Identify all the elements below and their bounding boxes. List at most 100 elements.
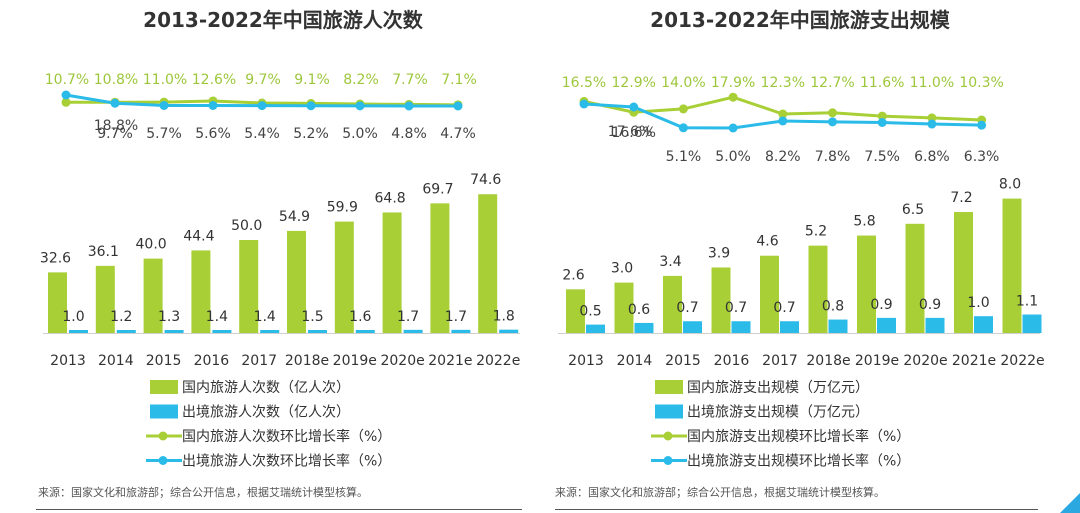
chart-2-outbound-bar <box>780 321 799 333</box>
chart-2-x-tick-label: 2013 <box>568 353 604 369</box>
chart-1-x-tick-label: 2019e <box>333 353 377 369</box>
chart-1-outbound-growth-label: 4.7% <box>440 126 476 142</box>
chart-2-domestic-bar <box>760 255 779 333</box>
chart-1-x-tick-label: 2017 <box>241 353 277 369</box>
chart-1-legend-domestic-growth-text: 国内旅游人次数环比增长率（%） <box>182 428 391 445</box>
chart-1-outbound-growth-label: 9.7% <box>97 126 133 142</box>
chart-2-outbound-value-label: 0.7 <box>773 300 795 316</box>
chart-2-outbound-growth-label: 8.2% <box>765 149 801 165</box>
chart-1-title: 2013-2022年中国旅游人次数 <box>143 8 424 32</box>
chart-1-outbound-bar <box>308 330 327 333</box>
chart-2-outbound-value-label: 0.9 <box>919 297 941 313</box>
chart-2-legend-outbound-bar-text: 出境旅游支出规模（万亿元） <box>687 405 869 421</box>
chart-1-domestic-growth-label: 8.2% <box>343 72 379 88</box>
chart-2-x-tick-label: 2021e <box>952 353 996 369</box>
chart-1-outbound-growth-point <box>453 101 463 111</box>
chart-2-domestic-value-label: 6.5 <box>902 202 924 218</box>
chart-2-domestic-growth-point <box>728 92 738 102</box>
chart-1-domestic-value-label: 59.9 <box>327 200 358 216</box>
chart-2-domestic-bar <box>905 223 925 333</box>
chart-2-x-tick-label: 2014 <box>617 353 653 369</box>
chart-2-x-tick-label: 2017 <box>762 353 798 369</box>
chart-1-outbound-bar <box>164 330 184 333</box>
chart-2-domestic-value-label: 5.2 <box>805 224 827 240</box>
chart-2-domestic-growth-label: 11.6% <box>860 75 904 91</box>
chart-1-x-tick-label: 2015 <box>146 353 182 369</box>
chart-1-domestic-bar <box>239 240 259 333</box>
chart-1-domestic-bar <box>430 203 450 333</box>
chart-2-outbound-value-label: 0.9 <box>870 297 892 313</box>
chart-1-outbound-growth-label: 4.8% <box>391 126 427 142</box>
chart-1-domestic-value-label: 64.8 <box>375 190 406 206</box>
chart-2-outbound-value-label: 0.8 <box>822 299 844 315</box>
chart-2-domestic-growth-point <box>778 109 788 119</box>
chart-2-domestic-bar <box>857 235 876 333</box>
chart-1-outbound-value-label: 1.3 <box>158 309 180 325</box>
chart-1-legend-domestic-bar-text: 国内旅游人次数（亿人次） <box>182 380 350 396</box>
chart-1-domestic-value-label: 40.0 <box>136 237 167 253</box>
chart-2-outbound-bar <box>828 319 848 333</box>
chart-2-domestic-value-label: 5.8 <box>853 214 875 230</box>
chart-1-x-tick-label: 2020e <box>380 353 424 369</box>
chart-2-domestic-value-label: 3.9 <box>708 245 730 261</box>
chart-1-legend-outbound-bar-text: 出境旅游人次数（亿人次） <box>182 405 350 421</box>
chart-1-outbound-value-label: 1.4 <box>206 309 228 325</box>
chart-2-outbound-bar <box>974 316 993 333</box>
chart-1-x-tick-label: 2022e <box>476 353 520 369</box>
chart-2-outbound-growth-label: 17.6% <box>608 124 652 140</box>
chart-2-domestic-growth-label: 12.7% <box>810 75 854 91</box>
chart-2-outbound-growth-point <box>579 99 589 109</box>
chart-2-outbound-growth-point <box>778 116 788 126</box>
chart-1-x-tick-label: 2013 <box>50 353 86 369</box>
chart-2-x-tick-label: 2019e <box>855 353 899 369</box>
chart-2-legend-outbound-growth-swatch-marker <box>663 456 673 465</box>
chart-2-domestic-value-label: 2.6 <box>562 267 584 283</box>
chart-1-outbound-bar <box>403 329 423 333</box>
chart-1-source-note: 来源：国家文化和旅游部；综合公开信息，根据艾瑞统计模型核算。 <box>38 485 368 499</box>
chart-2-x-tick-label: 2015 <box>665 353 701 369</box>
chart-1-domestic-growth-point <box>61 97 71 107</box>
chart-1-domestic-bar <box>191 250 211 333</box>
chart-2-legend-outbound-growth-text: 出境旅游支出规模环比增长率（%） <box>687 453 910 470</box>
chart-1-x-tick-label: 2021e <box>428 353 472 369</box>
chart-2-outbound-bar <box>925 317 945 333</box>
chart-1-legend-domestic-bar-swatch <box>150 380 178 394</box>
chart-2-outbound-growth-label: 7.5% <box>864 149 900 165</box>
chart-1-outbound-growth-point <box>306 101 316 111</box>
chart-2-outbound-value-label: 0.7 <box>725 300 747 316</box>
chart-2-domestic-growth-label: 14.0% <box>661 75 705 91</box>
chart-2-outbound-growth-point <box>927 119 937 129</box>
chart-1-legend-outbound-growth-swatch-marker <box>158 456 168 465</box>
chart-2-domestic-bar <box>954 212 973 333</box>
chart-2-outbound-bar <box>634 322 654 333</box>
chart-1-outbound-bar <box>451 329 471 333</box>
chart-2-domestic-growth-point <box>678 104 688 114</box>
chart-2-domestic-growth-label: 12.3% <box>761 75 805 91</box>
chart-1-outbound-growth-point <box>208 101 218 111</box>
chart-2-outbound-growth-label: 16.6% <box>611 125 655 141</box>
chart-1-outbound-bar <box>212 330 232 333</box>
chart-2-outbound-bar <box>731 321 751 333</box>
chart-2-outbound-value-label: 0.7 <box>676 300 698 316</box>
chart-2-title: 2013-2022年中国旅游支出规模 <box>650 8 951 32</box>
chart-2-outbound-growth-point <box>728 123 738 133</box>
chart-2-legend-domestic-growth-text: 国内旅游支出规模环比增长率（%） <box>687 428 910 445</box>
chart-2-outbound-bar <box>877 317 896 333</box>
chart-1-domestic-value-label: 50.0 <box>231 218 262 234</box>
chart-1-outbound-value-label: 1.7 <box>397 309 419 325</box>
chart-2-domestic-bar <box>663 275 682 333</box>
chart-1-outbound-value-label: 1.8 <box>493 309 515 325</box>
chart-1-outbound-growth-point <box>404 101 414 111</box>
chart-2-domestic-value-label: 4.6 <box>756 234 778 250</box>
chart-2-outbound-growth-point <box>828 117 837 127</box>
chart-1-domestic-value-label: 36.1 <box>88 244 119 260</box>
chart-1-legend-outbound-bar-swatch <box>150 404 178 419</box>
chart-1-outbound-growth-label: 5.4% <box>244 126 280 142</box>
chart-1-outbound-growth-point <box>159 100 169 110</box>
chart-1-outbound-value-label: 1.5 <box>301 309 323 325</box>
chart-2-domestic-growth-label: 11.0% <box>910 75 954 91</box>
chart-2-legend-domestic-growth-swatch-marker <box>663 431 673 441</box>
chart-1-outbound-value-label: 1.7 <box>445 309 467 325</box>
chart-2-outbound-growth-label: 5.1% <box>666 149 702 165</box>
